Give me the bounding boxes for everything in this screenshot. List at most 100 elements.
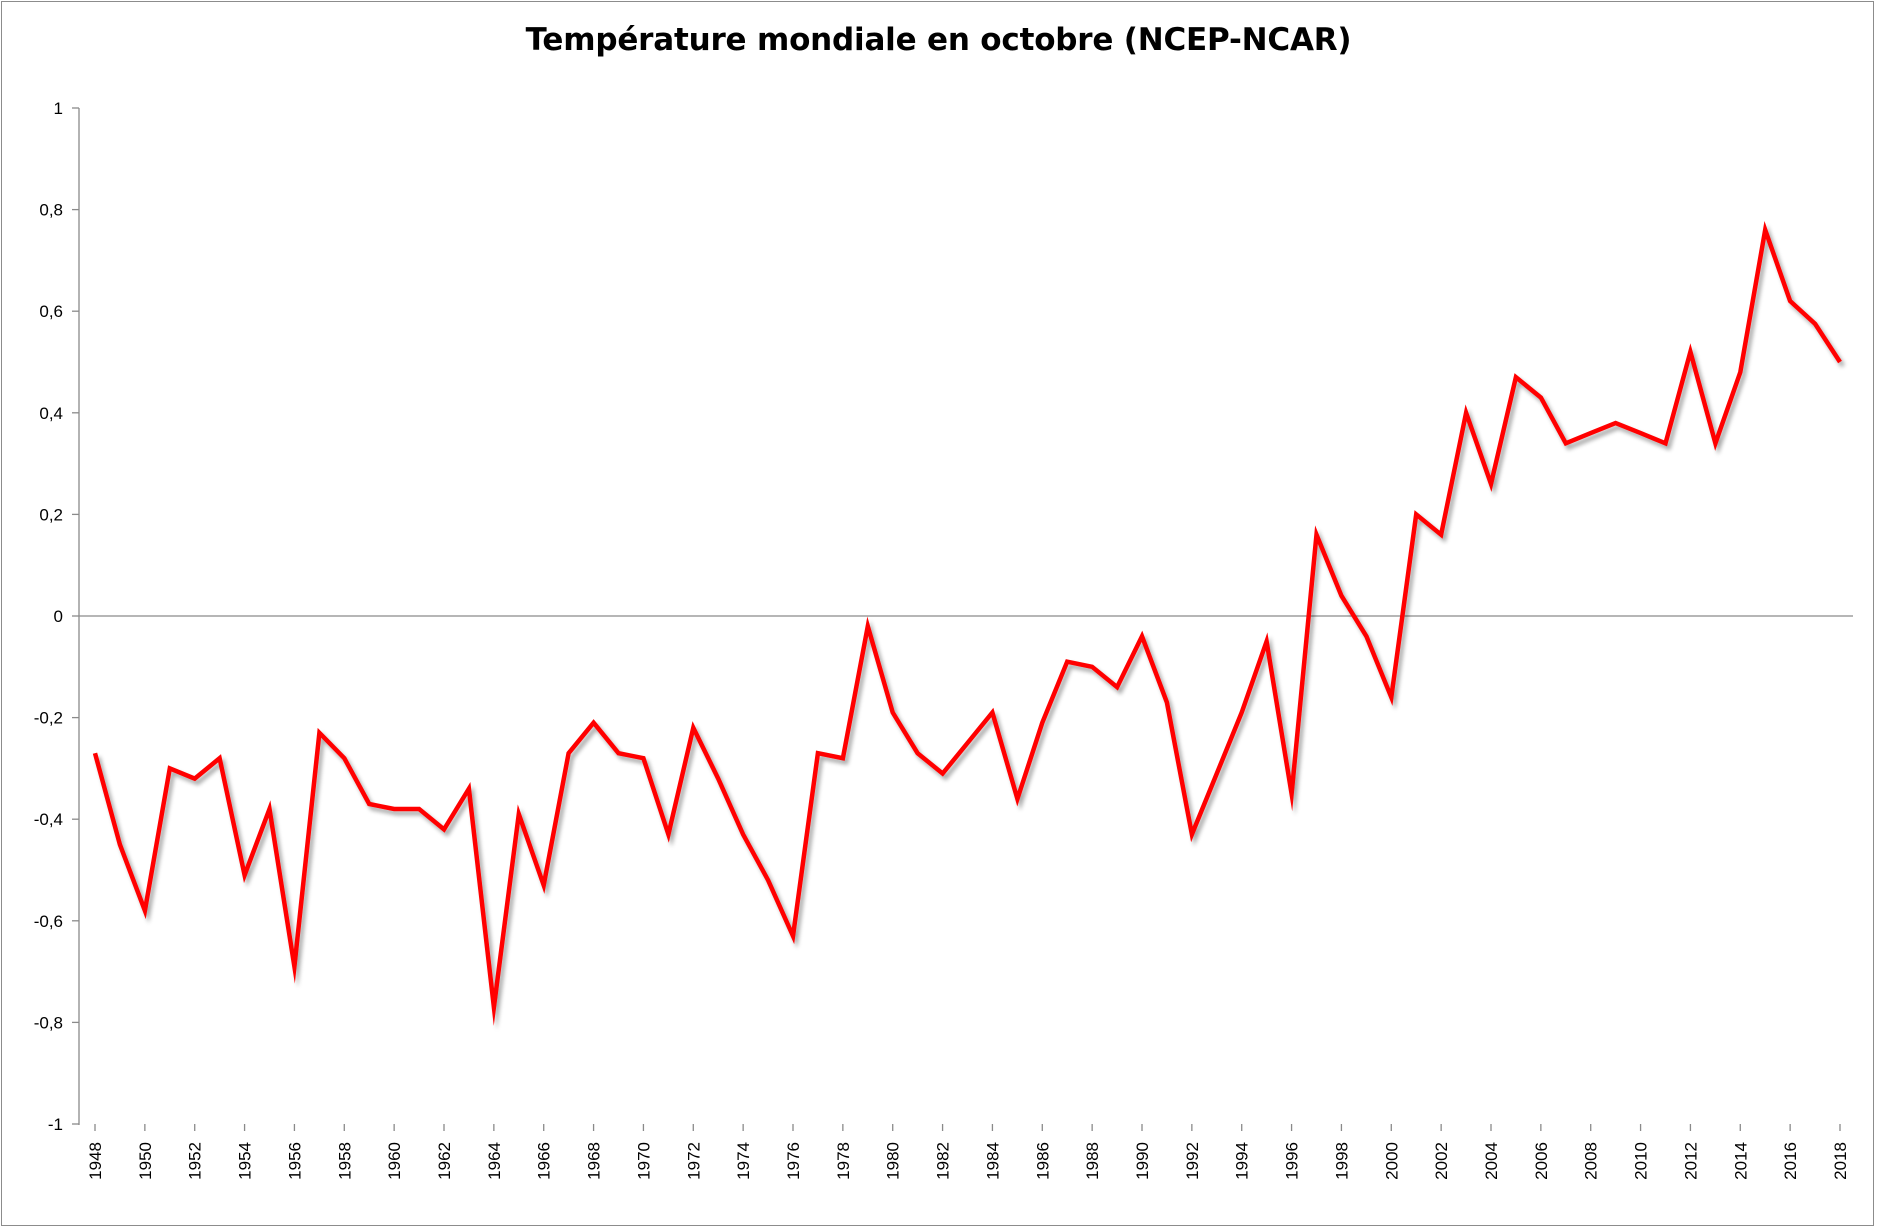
data-point — [1788, 299, 1792, 303]
x-tick-label: 2004 — [1482, 1142, 1501, 1180]
x-tick-label: 2006 — [1532, 1142, 1551, 1180]
data-point — [566, 751, 570, 755]
data-point — [1190, 832, 1194, 836]
data-point — [915, 751, 919, 755]
data-point — [1240, 710, 1244, 714]
series-line — [92, 221, 1842, 1026]
data-point — [1314, 533, 1318, 537]
x-tick-label: 2014 — [1731, 1142, 1750, 1180]
data-point — [1613, 421, 1617, 425]
data-point — [367, 802, 371, 806]
x-tick-label: 1968 — [585, 1142, 604, 1180]
y-tick-label: -0,8 — [34, 1013, 63, 1032]
data-point — [1339, 593, 1343, 597]
x-tick-label: 1948 — [86, 1142, 105, 1180]
data-point — [542, 883, 546, 887]
data-point — [1813, 322, 1817, 326]
data-point — [1015, 797, 1019, 801]
data-point — [990, 710, 994, 714]
data-point — [891, 710, 895, 714]
x-tick-label: 1996 — [1283, 1142, 1302, 1180]
y-tick-label: 1 — [54, 99, 63, 118]
data-point — [1165, 700, 1169, 704]
data-point — [1389, 695, 1393, 699]
x-tick-label: 1998 — [1332, 1142, 1351, 1180]
x-tick-label: 1952 — [186, 1142, 205, 1180]
x-tick-label: 1984 — [983, 1142, 1002, 1180]
y-tick-label: -0,2 — [34, 709, 63, 728]
x-tick-label: 1986 — [1033, 1142, 1052, 1180]
data-point — [517, 812, 521, 816]
data-point — [716, 776, 720, 780]
x-tick-label: 1974 — [734, 1142, 753, 1180]
data-point — [591, 720, 595, 724]
x-tick-label: 1956 — [285, 1142, 304, 1180]
x-tick-label: 1962 — [435, 1142, 454, 1180]
data-point — [1090, 665, 1094, 669]
data-point — [940, 771, 944, 775]
data-point — [442, 827, 446, 831]
x-tick-label: 1988 — [1083, 1142, 1102, 1180]
data-point — [666, 832, 670, 836]
data-point — [467, 787, 471, 791]
data-point — [1065, 660, 1069, 664]
x-tick-label: 1978 — [834, 1142, 853, 1180]
data-point — [641, 756, 645, 760]
data-point — [292, 964, 296, 968]
data-point — [193, 776, 197, 780]
data-point — [1663, 441, 1667, 445]
data-point — [1713, 441, 1717, 445]
y-tick-label: 0,4 — [39, 404, 63, 423]
y-tick-label: 0,2 — [39, 505, 63, 524]
x-tick-label: 2018 — [1831, 1142, 1850, 1180]
x-tick-label: 2016 — [1781, 1142, 1800, 1180]
x-tick-label: 2002 — [1432, 1142, 1451, 1180]
data-point — [1564, 441, 1568, 445]
data-point — [1414, 512, 1418, 516]
data-point — [1688, 350, 1692, 354]
data-point — [1464, 411, 1468, 415]
data-point — [766, 878, 770, 882]
chart-title: Température mondiale en octobre (NCEP-NC… — [525, 22, 1352, 58]
data-point — [143, 908, 147, 912]
data-point — [1289, 792, 1293, 796]
y-tick-label: -1 — [48, 1115, 63, 1134]
x-tick-label: 1980 — [884, 1142, 903, 1180]
x-tick-label: 2012 — [1681, 1142, 1700, 1180]
x-tick-label: 2000 — [1382, 1142, 1401, 1180]
y-tick-label: -0,4 — [34, 810, 63, 829]
data-point — [1738, 370, 1742, 374]
data-point — [1514, 375, 1518, 379]
data-point — [1763, 228, 1767, 232]
data-point — [217, 756, 221, 760]
data-point — [267, 807, 271, 811]
x-tick-label: 1982 — [934, 1142, 953, 1180]
x-tick-label: 1970 — [634, 1142, 653, 1180]
data-point — [1364, 634, 1368, 638]
x-tick-label: 1990 — [1133, 1142, 1152, 1180]
data-point — [317, 731, 321, 735]
data-point — [492, 1005, 496, 1009]
data-point — [392, 807, 396, 811]
data-point — [741, 832, 745, 836]
data-point — [1439, 533, 1443, 537]
axes: 1 0,8 0,6 0,4 0,2 0 -0,2 -0,4 -0,6 -0,8 -1 1948 1950… — [34, 99, 1853, 1180]
x-tick-label: 2010 — [1632, 1142, 1651, 1180]
x-tick-label: 1964 — [485, 1142, 504, 1180]
x-tick-label: 1994 — [1233, 1142, 1252, 1180]
x-tick-label: 1966 — [535, 1142, 554, 1180]
x-tick-label: 1960 — [385, 1142, 404, 1180]
data-point — [1638, 431, 1642, 435]
x-tick-label: 2008 — [1582, 1142, 1601, 1180]
x-tick-label: 1958 — [335, 1142, 354, 1180]
x-tick-label: 1992 — [1183, 1142, 1202, 1180]
data-point — [1489, 482, 1493, 486]
data-point — [1264, 639, 1268, 643]
data-point — [866, 624, 870, 628]
y-tick-label: 0,8 — [39, 201, 63, 220]
data-point — [118, 842, 122, 846]
data-point — [242, 873, 246, 877]
data-point — [168, 766, 172, 770]
